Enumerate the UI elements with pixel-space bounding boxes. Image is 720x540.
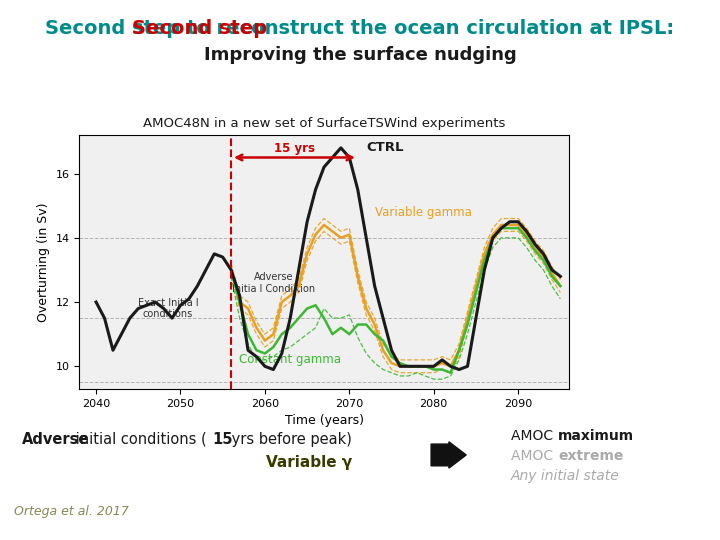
Text: Improving the surface nudging: Improving the surface nudging (204, 46, 516, 64)
Text: AMOC: AMOC (511, 429, 558, 443)
Text: extreme: extreme (558, 449, 624, 463)
Title: AMOC48N in a new set of SurfaceTSWind experiments: AMOC48N in a new set of SurfaceTSWind ex… (143, 117, 505, 130)
Text: CTRL: CTRL (366, 141, 404, 154)
Text: Second step to reconstruct the ocean circulation at IPSL:: Second step to reconstruct the ocean cir… (45, 19, 675, 38)
Text: Ortega et al. 2017: Ortega et al. 2017 (14, 505, 130, 518)
Text: Second step: Second step (132, 19, 267, 38)
Text: Exact Initia l
conditions: Exact Initia l conditions (138, 298, 198, 319)
Text: yrs before peak): yrs before peak) (227, 432, 351, 447)
Text: Any initial state: Any initial state (511, 469, 620, 483)
Text: Variable γ: Variable γ (266, 455, 353, 470)
Text: Constant gamma: Constant gamma (239, 353, 341, 366)
Text: initial conditions (: initial conditions ( (71, 432, 207, 447)
Text: maximum: maximum (558, 429, 634, 443)
Text: Adverse: Adverse (22, 432, 89, 447)
Text: Adverse
Initia l Condi tion: Adverse Initia l Condi tion (232, 272, 315, 294)
Text: 15 yrs: 15 yrs (274, 142, 315, 155)
Text: 15: 15 (212, 432, 233, 447)
FancyArrow shape (431, 442, 467, 468)
X-axis label: Time (years): Time (years) (284, 414, 364, 427)
Text: AMOC: AMOC (511, 449, 558, 463)
Text: Variable gamma: Variable gamma (374, 206, 472, 219)
Y-axis label: Overturning (in Sv): Overturning (in Sv) (37, 202, 50, 322)
